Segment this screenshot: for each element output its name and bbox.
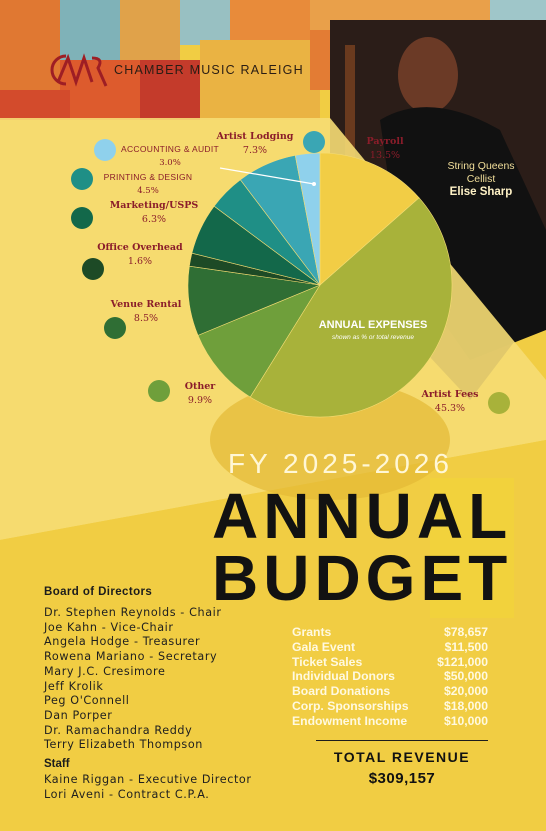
revenue-amount: $78,657 bbox=[443, 625, 488, 639]
expenses-pie-chart: ANNUAL EXPENSES shown as % or total reve… bbox=[187, 152, 453, 418]
staff-heading: Staff bbox=[44, 758, 70, 770]
board-member: Dr. Stephen Reynolds - Chair bbox=[44, 606, 222, 619]
total-revenue-value: $309,157 bbox=[368, 770, 436, 787]
performer-caption: String Queens Cellist Elise Sharp bbox=[426, 160, 536, 199]
legend-dot-office-overhead bbox=[82, 258, 104, 280]
title-annual: ANNUAL bbox=[212, 480, 513, 552]
legend-dot-artist-lodging bbox=[303, 131, 325, 153]
legend-dot-marketing bbox=[71, 207, 93, 229]
legend-dot-accounting-audit bbox=[94, 139, 116, 161]
revenue-label: Endowment Income bbox=[292, 713, 408, 728]
pie-slice-payroll bbox=[319, 152, 420, 286]
revenue-label: Individual Donors bbox=[292, 669, 395, 684]
board-member: Terry Elizabeth Thompson bbox=[44, 738, 203, 752]
revenue-amount: $20,000 bbox=[443, 684, 488, 699]
label-artist-fees: Artist Fees 45.3% bbox=[410, 388, 490, 416]
revenue-amount: $18,000 bbox=[443, 698, 488, 713]
accounting-leader-line bbox=[219, 167, 315, 185]
board-list: Dr. Stephen Reynolds - Chair Joe Kahn - … bbox=[44, 606, 222, 753]
slice-name: Artist Fees bbox=[421, 389, 479, 400]
total-revenue-label: TOTAL REVENUE bbox=[333, 749, 471, 765]
logo-icon bbox=[50, 53, 108, 87]
staff-member: Lori Aveni - Contract C.P.A. bbox=[44, 788, 210, 801]
slice-name: Marketing/USPS bbox=[109, 200, 199, 211]
revenue-row: Board Donations $20,000 bbox=[292, 684, 488, 699]
label-payroll: Payroll 13.5% bbox=[350, 135, 420, 163]
label-accounting-audit: ACCOUNTING & AUDIT 3.0% bbox=[110, 142, 230, 170]
legend-dot-artist-fees bbox=[488, 392, 510, 414]
board-member: Dan Porper bbox=[44, 708, 113, 722]
legend-dot-printing-design bbox=[71, 168, 93, 190]
brand-name: CHAMBER MUSIC RALEIGH bbox=[114, 63, 304, 77]
revenue-label: Grants bbox=[292, 625, 332, 639]
label-artist-lodging: Artist Lodging 7.3% bbox=[200, 130, 310, 158]
title-budget: BUDGET bbox=[212, 542, 513, 614]
pie-slice-other bbox=[197, 284, 321, 398]
slice-value: 13.5% bbox=[369, 150, 401, 161]
revenue-row: Gala Event $11,500 bbox=[292, 640, 488, 655]
revenue-row: Corp. Sponsorships $18,000 bbox=[292, 699, 488, 714]
pie-slice-accounting-audit bbox=[294, 152, 321, 286]
slice-value: 3.0% bbox=[159, 158, 181, 168]
board-member: Rowena Mariano - Secretary bbox=[44, 650, 218, 664]
revenue-label: Gala Event bbox=[292, 639, 355, 654]
board-member: Dr. Ramachandra Reddy bbox=[44, 723, 193, 737]
pie-center-sublabel: shown as % or total revenue bbox=[332, 334, 414, 341]
board-member: Peg O'Connell bbox=[44, 694, 130, 708]
slice-name: Payroll bbox=[366, 136, 404, 147]
label-other: Other 9.9% bbox=[170, 380, 230, 408]
board-member: Jeff Krolik bbox=[44, 679, 104, 693]
label-printing-design: PRINTING & DESIGN 4.5% bbox=[96, 170, 200, 198]
slice-value: 6.3% bbox=[141, 214, 167, 225]
label-office-overhead: Office Overhead 1.6% bbox=[88, 241, 192, 269]
staff-member: Kaine Riggan - Executive Director bbox=[44, 773, 252, 786]
board-member: Mary J.C. Cresimore bbox=[44, 664, 166, 678]
revenue-amount: $50,000 bbox=[443, 669, 488, 684]
label-venue-rental: Venue Rental 8.5% bbox=[100, 298, 192, 326]
accounting-leader-dot bbox=[312, 182, 316, 186]
slice-value: 8.5% bbox=[133, 313, 159, 324]
board-member: Angela Hodge - Treasurer bbox=[44, 635, 201, 649]
revenue-amount: $11,500 bbox=[444, 639, 488, 654]
slice-value: 4.5% bbox=[137, 186, 159, 196]
slice-name: Artist Lodging bbox=[216, 131, 294, 142]
slice-value: 9.9% bbox=[187, 395, 213, 406]
pie-center-label: ANNUAL EXPENSES bbox=[319, 319, 428, 331]
revenue-table: Grants $78,657 Gala Event $11,500 Ticket S… bbox=[292, 625, 488, 729]
revenue-label: Board Donations bbox=[292, 684, 391, 699]
performer-group: String Queens bbox=[447, 160, 515, 172]
revenue-label: Ticket Sales bbox=[292, 654, 363, 669]
legend-dot-venue-rental bbox=[104, 317, 126, 339]
slice-name: Venue Rental bbox=[110, 299, 182, 310]
revenue-amount: $121,000 bbox=[437, 654, 488, 669]
slice-value: 1.6% bbox=[127, 256, 153, 267]
label-marketing-usps: Marketing/USPS 6.3% bbox=[100, 199, 208, 227]
staff-list: Kaine Riggan - Executive Director Lori A… bbox=[44, 772, 252, 802]
legend-dot-other bbox=[148, 380, 170, 402]
slice-name: PRINTING & DESIGN bbox=[103, 172, 193, 182]
revenue-row: Individual Donors $50,000 bbox=[292, 669, 488, 684]
slice-name: ACCOUNTING & AUDIT bbox=[121, 144, 219, 154]
board-member: Joe Kahn - Vice-Chair bbox=[44, 620, 174, 634]
revenue-row: Endowment Income $10,000 bbox=[292, 714, 488, 729]
performer-role: Cellist bbox=[466, 173, 496, 185]
slice-value: 7.3% bbox=[242, 145, 268, 156]
total-divider bbox=[316, 740, 488, 741]
revenue-row: Ticket Sales $121,000 bbox=[292, 655, 488, 670]
board-heading: Board of Directors bbox=[44, 586, 153, 598]
pie-slice-artist-fees bbox=[249, 197, 453, 418]
slice-name: Other bbox=[184, 381, 216, 392]
revenue-label: Corp. Sponsorships bbox=[292, 698, 409, 713]
slice-value: 45.3% bbox=[434, 403, 466, 414]
revenue-amount: $10,000 bbox=[443, 713, 488, 728]
brand-logo: CHAMBER MUSIC RALEIGH bbox=[28, 52, 304, 88]
revenue-row: Grants $78,657 bbox=[292, 625, 488, 640]
fiscal-year-heading: FY 2025-2026 bbox=[228, 448, 453, 479]
performer-name: Elise Sharp bbox=[449, 186, 513, 198]
slice-name: Office Overhead bbox=[97, 242, 183, 253]
